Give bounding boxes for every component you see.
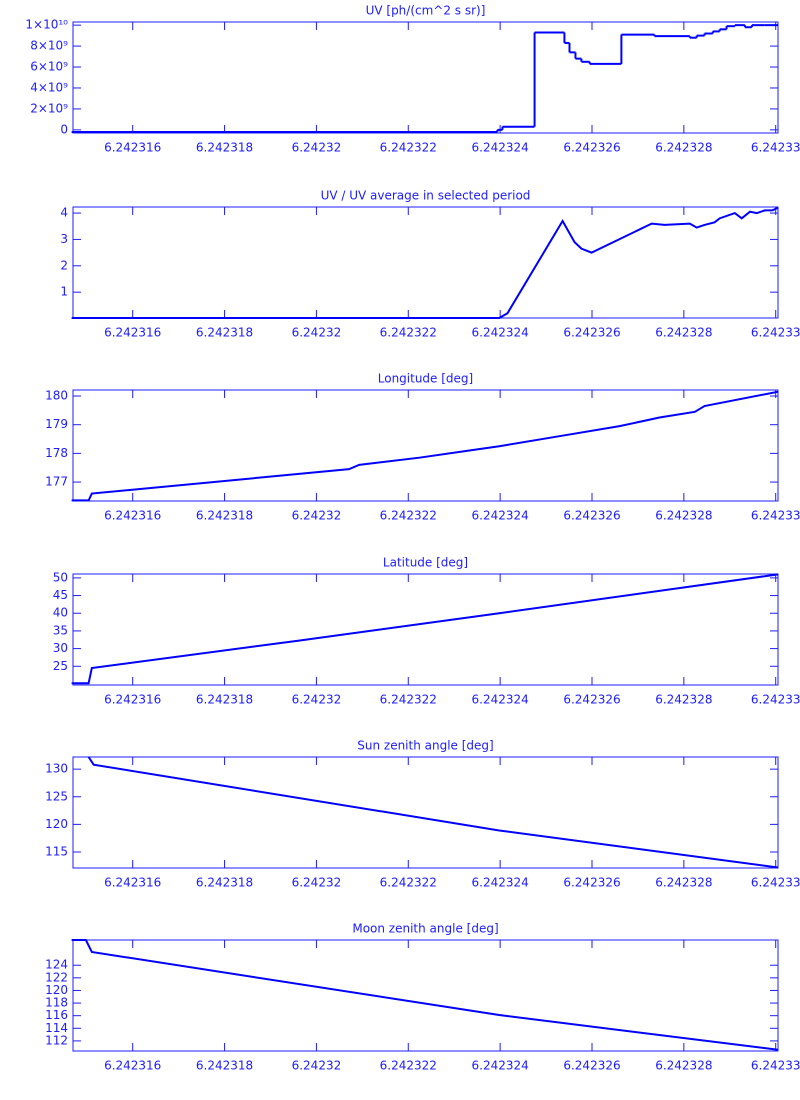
x-tick-label: 6.24232 <box>292 693 342 707</box>
chart-title: Sun zenith angle [deg] <box>357 739 493 753</box>
x-tick-label: 6.242326 <box>563 1059 620 1073</box>
y-tick-label: 125 <box>45 789 68 803</box>
chart-title: Moon zenith angle [deg] <box>352 922 498 936</box>
x-tick-label: 6.242318 <box>196 876 253 890</box>
x-tick-label: 6.24232 <box>292 326 342 340</box>
y-tick-label: 112 <box>45 1033 68 1047</box>
y-tick-label: 40 <box>53 606 68 620</box>
plot-frame <box>72 21 779 134</box>
y-tick-label: 45 <box>53 588 68 602</box>
x-tick-label: 6.242322 <box>380 693 437 707</box>
x-tick-label: 6.24233 <box>751 326 800 340</box>
chart-title: Longitude [deg] <box>378 372 473 386</box>
x-tick-label: 6.242328 <box>655 876 712 890</box>
x-tick-label: 6.242324 <box>472 509 529 523</box>
x-tick-label: 6.242318 <box>196 141 253 155</box>
x-tick-label: 6.24232 <box>292 509 342 523</box>
y-tick-label: 6×10⁹ <box>30 60 68 74</box>
y-tick-label: 122 <box>45 970 68 984</box>
x-tick-label: 6.24233 <box>751 693 800 707</box>
x-tick-label: 6.24232 <box>292 1059 342 1073</box>
y-tick-label: 4 <box>60 206 68 220</box>
y-tick-label: 120 <box>45 983 68 997</box>
data-line <box>87 756 779 869</box>
x-tick-label: 6.242318 <box>196 509 253 523</box>
x-tick-label: 6.242326 <box>563 141 620 155</box>
x-tick-label: 6.242326 <box>563 326 620 340</box>
x-tick-label: 6.24233 <box>751 1059 800 1073</box>
x-tick-label: 6.242322 <box>380 876 437 890</box>
x-tick-label: 6.242318 <box>196 1059 253 1073</box>
x-tick-label: 6.242324 <box>472 326 529 340</box>
x-tick-label: 6.242318 <box>196 693 253 707</box>
y-tick-label: 2×10⁹ <box>30 101 68 115</box>
x-tick-label: 6.242324 <box>472 693 529 707</box>
x-tick-label: 6.242322 <box>380 326 437 340</box>
x-tick-label: 6.242328 <box>655 1059 712 1073</box>
x-tick-label: 6.242328 <box>655 326 712 340</box>
data-line <box>71 573 779 685</box>
y-tick-label: 130 <box>45 762 68 776</box>
y-tick-label: 115 <box>45 844 68 858</box>
y-tick-label: 50 <box>53 570 68 584</box>
x-tick-label: 6.242326 <box>563 876 620 890</box>
x-tick-label: 6.242324 <box>472 141 529 155</box>
chart-title: UV / UV average in selected period <box>321 189 531 203</box>
chart-title: Latitude [deg] <box>383 556 468 570</box>
y-tick-label: 114 <box>45 1021 68 1035</box>
y-tick-label: 8×10⁹ <box>30 39 68 53</box>
y-tick-label: 25 <box>53 659 68 673</box>
y-tick-label: 3 <box>60 232 68 246</box>
y-tick-label: 1 <box>60 285 68 299</box>
x-tick-label: 6.242316 <box>104 1059 161 1073</box>
x-tick-label: 6.242328 <box>655 509 712 523</box>
x-tick-label: 6.242322 <box>380 509 437 523</box>
data-line <box>71 206 779 319</box>
y-tick-label: 4×10⁹ <box>30 80 68 94</box>
x-tick-label: 6.242322 <box>380 1059 437 1073</box>
y-tick-label: 124 <box>45 958 68 972</box>
x-tick-label: 6.242318 <box>196 326 253 340</box>
y-tick-label: 2 <box>60 258 68 272</box>
x-tick-label: 6.242322 <box>380 141 437 155</box>
x-tick-label: 6.242316 <box>104 141 161 155</box>
x-tick-label: 6.24232 <box>292 876 342 890</box>
y-tick-label: 0 <box>60 122 68 136</box>
x-tick-label: 6.242316 <box>104 326 161 340</box>
y-tick-label: 35 <box>53 623 68 637</box>
plot-frame <box>72 389 779 502</box>
x-tick-label: 6.242326 <box>563 693 620 707</box>
x-tick-label: 6.242324 <box>472 876 529 890</box>
x-tick-label: 6.242316 <box>104 876 161 890</box>
data-line <box>71 939 779 1051</box>
y-tick-label: 120 <box>45 817 68 831</box>
x-tick-label: 6.24232 <box>292 141 342 155</box>
plot-frame <box>72 939 779 1052</box>
y-tick-label: 180 <box>45 389 68 403</box>
plot-frame <box>72 573 779 686</box>
y-tick-label: 177 <box>45 475 68 489</box>
x-tick-label: 6.242328 <box>655 693 712 707</box>
x-tick-label: 6.24233 <box>751 509 800 523</box>
y-tick-label: 116 <box>45 1008 68 1022</box>
x-tick-label: 6.24233 <box>751 876 800 890</box>
x-tick-label: 6.24233 <box>751 141 800 155</box>
x-tick-label: 6.242316 <box>104 693 161 707</box>
y-tick-label: 118 <box>45 996 68 1010</box>
x-tick-label: 6.242316 <box>104 509 161 523</box>
chart-title: UV [ph/(cm^2 s sr)] <box>366 4 486 18</box>
y-tick-label: 179 <box>45 417 68 431</box>
x-tick-label: 6.242326 <box>563 509 620 523</box>
y-tick-label: 30 <box>53 641 68 655</box>
plot-frame <box>72 756 779 869</box>
y-tick-label: 1×10¹⁰ <box>25 18 68 32</box>
y-tick-label: 178 <box>45 446 68 460</box>
data-line <box>71 390 779 502</box>
x-tick-label: 6.242324 <box>472 1059 529 1073</box>
x-tick-label: 6.242328 <box>655 141 712 155</box>
